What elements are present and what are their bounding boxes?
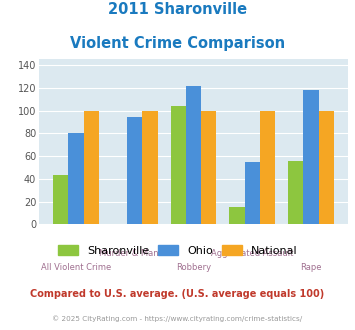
Text: © 2025 CityRating.com - https://www.cityrating.com/crime-statistics/: © 2025 CityRating.com - https://www.city… xyxy=(53,315,302,322)
Text: All Violent Crime: All Violent Crime xyxy=(41,263,111,272)
Bar xyxy=(201,111,217,224)
Bar xyxy=(303,90,318,224)
Text: Murder & Mans...: Murder & Mans... xyxy=(99,249,171,258)
Bar xyxy=(84,111,99,224)
Bar xyxy=(260,111,275,224)
Text: Rape: Rape xyxy=(300,263,322,272)
Bar xyxy=(142,111,158,224)
Text: 2011 Sharonville: 2011 Sharonville xyxy=(108,2,247,16)
Bar xyxy=(318,111,334,224)
Text: Aggravated Assault: Aggravated Assault xyxy=(211,249,293,258)
Bar xyxy=(229,207,245,224)
Legend: Sharonville, Ohio, National: Sharonville, Ohio, National xyxy=(54,240,301,260)
Text: Robbery: Robbery xyxy=(176,263,211,272)
Bar xyxy=(69,133,84,224)
Bar xyxy=(53,176,69,224)
Bar xyxy=(170,106,186,224)
Bar xyxy=(245,162,260,224)
Bar xyxy=(127,117,142,224)
Text: Compared to U.S. average. (U.S. average equals 100): Compared to U.S. average. (U.S. average … xyxy=(31,289,324,299)
Bar xyxy=(186,85,201,224)
Text: Violent Crime Comparison: Violent Crime Comparison xyxy=(70,36,285,51)
Bar xyxy=(288,161,303,224)
